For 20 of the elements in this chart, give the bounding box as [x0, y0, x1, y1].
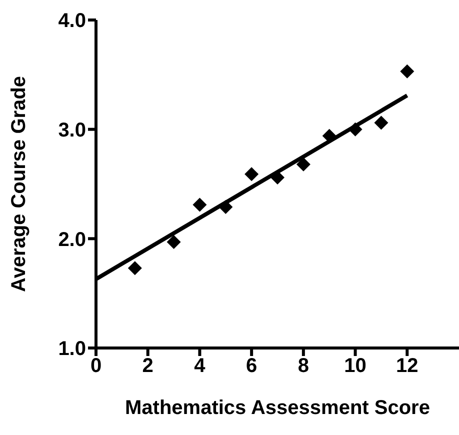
point	[128, 261, 142, 276]
point	[192, 198, 207, 212]
x-tick-label: 12	[396, 355, 418, 378]
y-tick-label: 1.0	[58, 338, 86, 360]
x-axis-title: Mathematics Assessment Score	[125, 397, 430, 419]
x-tick-label: 2	[142, 355, 154, 378]
x-tick-label: 0	[90, 355, 102, 378]
point	[400, 64, 414, 78]
x-tick-label: 8	[298, 355, 309, 378]
y-tick-label: 2.0	[58, 228, 86, 251]
point	[166, 234, 181, 249]
x-tick-label: 6	[246, 355, 258, 378]
y-axis-title: Average Course Grade	[8, 76, 30, 292]
x-tick-label: 4	[194, 355, 206, 378]
y-tick-label: 3.0	[58, 119, 86, 142]
point	[244, 167, 259, 182]
point	[296, 157, 310, 172]
x-tick-label: 10	[344, 355, 366, 378]
point	[374, 116, 388, 130]
y-tick-label: 4.0	[58, 10, 86, 32]
